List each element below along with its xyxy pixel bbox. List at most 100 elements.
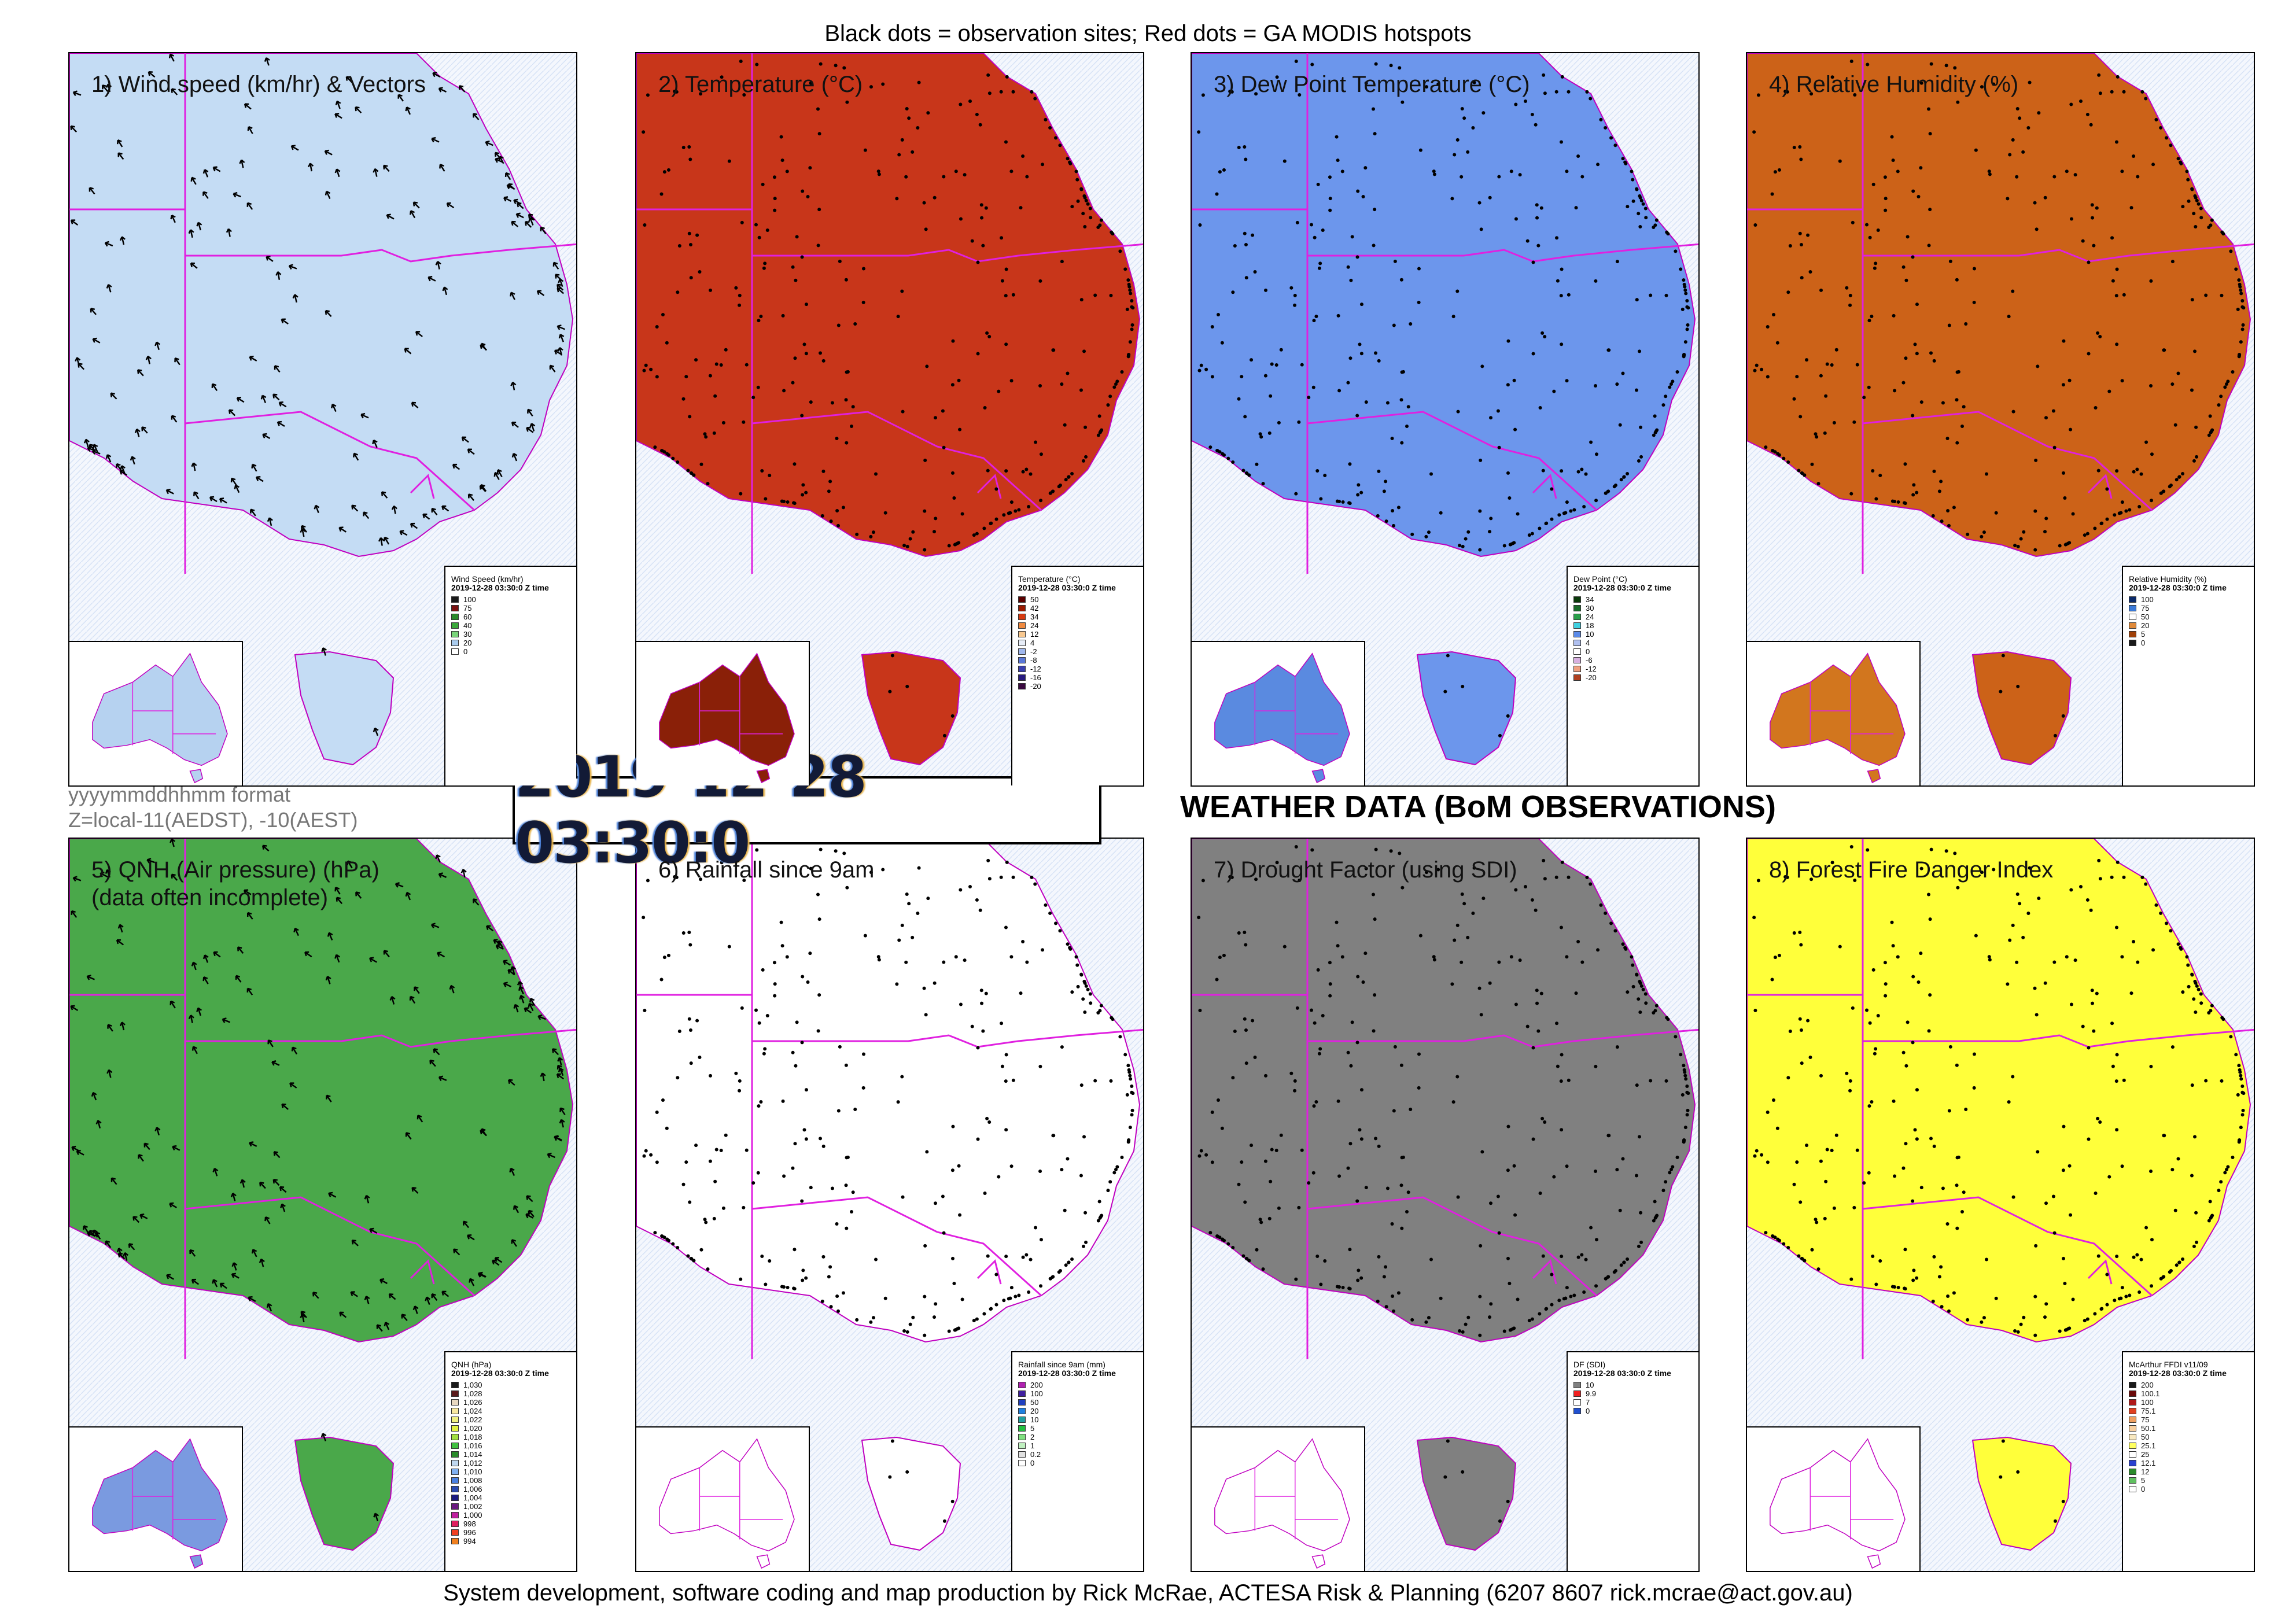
wind-vector-head — [171, 88, 176, 93]
observation-site-dot — [1064, 478, 1068, 482]
observation-site-dot — [1999, 689, 2003, 694]
observation-site-dot — [738, 293, 742, 297]
legend-item: 994 — [451, 1537, 572, 1545]
wind-vector-head — [281, 318, 286, 324]
observation-site-dot — [2071, 1297, 2075, 1301]
observation-site-dot — [1058, 143, 1062, 147]
observation-site-dot — [1919, 81, 1923, 85]
observation-site-dot — [1391, 523, 1395, 528]
wind-vector-head — [395, 882, 400, 888]
observation-site-dot — [2210, 1213, 2214, 1218]
wind-vector — [281, 1104, 289, 1110]
observation-site-dot — [1478, 1333, 1482, 1337]
observation-site-dot — [1335, 499, 1339, 503]
observation-site-dot — [804, 303, 808, 307]
observation-site-dot — [1082, 349, 1086, 353]
observation-site-dot — [2115, 469, 2119, 473]
wind-vector-head — [554, 1135, 559, 1141]
observation-site-dot — [1928, 993, 1932, 997]
wind-vector-head — [452, 463, 458, 469]
wind-vector-head — [71, 910, 76, 915]
observation-site-dot — [1000, 279, 1004, 283]
wind-vector-head — [110, 1177, 116, 1182]
wind-vector — [250, 508, 256, 517]
observation-site-dot — [1585, 90, 1589, 94]
observation-site-dot — [724, 348, 728, 352]
observation-site-dot — [2231, 1156, 2235, 1160]
legend-swatch — [1018, 596, 1026, 603]
observation-site-dot — [1088, 206, 1092, 211]
wind-vector-head — [556, 1073, 562, 1079]
observation-site-dot — [1275, 861, 1279, 865]
observation-site-dot — [2053, 1519, 2057, 1523]
observation-site-dot — [1222, 953, 1226, 957]
observation-site-dot — [942, 1519, 946, 1523]
wind-vector-head — [266, 1303, 272, 1308]
observation-site-dot — [1030, 875, 1034, 879]
observation-site-dot — [1220, 341, 1224, 345]
wind-vector-head — [266, 256, 271, 261]
observation-site-dot — [1432, 955, 1436, 959]
observation-site-dot — [708, 374, 712, 378]
observation-site-dot — [661, 312, 665, 316]
wind-vector — [401, 1314, 408, 1321]
wind-vector — [259, 1182, 266, 1189]
observation-site-dot — [688, 1200, 692, 1204]
observation-site-dot — [1853, 878, 1857, 882]
observation-site-dot — [1809, 92, 1814, 96]
observation-site-dot — [881, 82, 885, 86]
observation-site-dot — [1041, 163, 1045, 167]
observation-site-dot — [869, 1320, 873, 1324]
legend-item: 18 — [1573, 621, 1694, 630]
observation-site-dot — [2114, 294, 2118, 298]
observation-site-dot — [1274, 363, 1278, 367]
wind-vector-head — [325, 190, 331, 196]
wind-vector-head — [350, 1291, 355, 1296]
observation-site-dot — [2062, 1124, 2066, 1128]
observation-site-dot — [1576, 154, 1580, 158]
observation-site-dot — [2193, 194, 2197, 198]
observation-site-dot — [1005, 860, 1009, 864]
observation-site-dot — [773, 994, 777, 998]
legend-label: 7 — [1586, 1398, 1590, 1407]
observation-site-dot — [809, 81, 813, 85]
wind-vector — [233, 1262, 237, 1271]
wind-vector-head — [166, 1274, 171, 1279]
wind-vector — [121, 465, 126, 474]
observation-site-dot — [1377, 1144, 1381, 1148]
wind-vector-head — [300, 528, 306, 533]
observation-site-dot — [2105, 487, 2109, 491]
observation-site-dot — [1399, 1183, 1403, 1187]
observation-site-dot — [1461, 684, 1465, 688]
observation-site-dot — [1364, 1186, 1368, 1190]
observation-site-dot — [2173, 423, 2177, 427]
wind-vector — [355, 891, 362, 899]
observation-site-dot — [934, 1201, 938, 1205]
observation-site-dot — [795, 1020, 799, 1024]
observation-site-dot — [1496, 1194, 1500, 1198]
wind-vector-head — [231, 1272, 237, 1278]
observation-site-dot — [1565, 1286, 1569, 1290]
legend-title: Wind Speed (km/hr) — [451, 574, 524, 584]
legend-item: 1,022 — [451, 1415, 572, 1424]
observation-site-dot — [1752, 130, 1756, 134]
observation-site-dot — [950, 1499, 954, 1503]
observation-site-dot — [1364, 81, 1368, 85]
legend-label: -12 — [1586, 665, 1597, 673]
observation-site-dot — [1098, 223, 1102, 227]
observation-site-dot — [1230, 875, 1234, 879]
observation-site-dot — [1810, 1248, 1814, 1252]
observation-site-dot — [1307, 396, 1311, 400]
observation-site-dot — [1084, 984, 1088, 988]
inset-australia-outline — [1770, 652, 1906, 766]
observation-site-dot — [2011, 289, 2015, 293]
observation-site-dot — [2177, 475, 2181, 479]
observation-site-dot — [765, 1014, 769, 1018]
observation-site-dot — [1300, 1148, 1304, 1152]
wind-vector-head — [196, 1007, 202, 1012]
wind-vector — [232, 1193, 236, 1201]
wind-vector-head — [528, 1002, 533, 1008]
observation-site-dot — [762, 266, 766, 270]
observation-site-dot — [1962, 1190, 1966, 1194]
wind-vector-head — [432, 72, 437, 78]
